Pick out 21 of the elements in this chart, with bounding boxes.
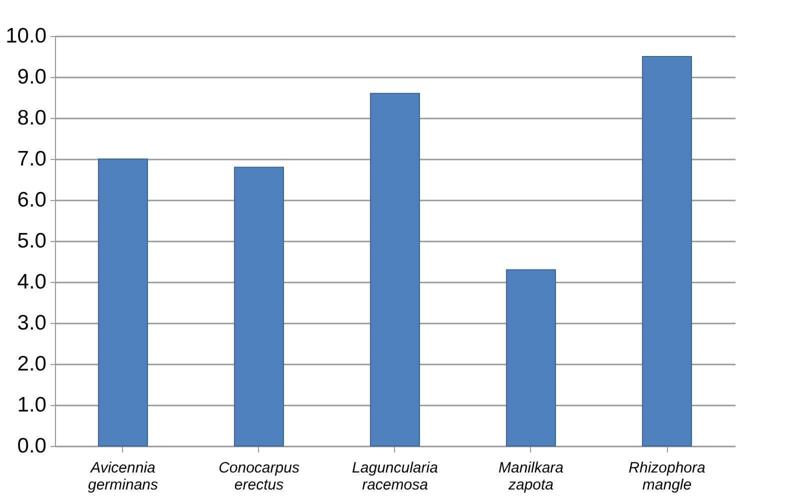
y-tick-label: 6.0 xyxy=(17,188,46,212)
bar xyxy=(506,269,556,446)
y-tick-label: 0.0 xyxy=(17,434,46,458)
y-tick-label: 5.0 xyxy=(17,230,46,252)
y-tick-label: 2.0 xyxy=(17,352,46,376)
y-tick-label: 3.0 xyxy=(17,312,46,334)
x-tick-label: Conocarpus erectus xyxy=(218,460,300,494)
bar xyxy=(98,158,148,446)
x-tick-label: Avicennia germinans xyxy=(88,460,159,494)
y-tick-label: 1.0 xyxy=(17,394,46,416)
x-tick-label: Manilkara zapota xyxy=(498,460,564,494)
bar xyxy=(234,166,284,446)
x-tick-label: Laguncularia racemosa xyxy=(352,460,438,494)
y-tick-label: 8.0 xyxy=(17,106,46,130)
x-tick-label: Rhizophora mangle xyxy=(628,460,706,494)
y-tick-label: 4.0 xyxy=(17,270,46,294)
y-tick-label: 9.0 xyxy=(17,66,46,88)
bar xyxy=(642,56,692,446)
bar xyxy=(370,92,420,446)
y-tick-label: 7.0 xyxy=(17,148,46,170)
y-tick-label: 10.0 xyxy=(6,24,46,48)
